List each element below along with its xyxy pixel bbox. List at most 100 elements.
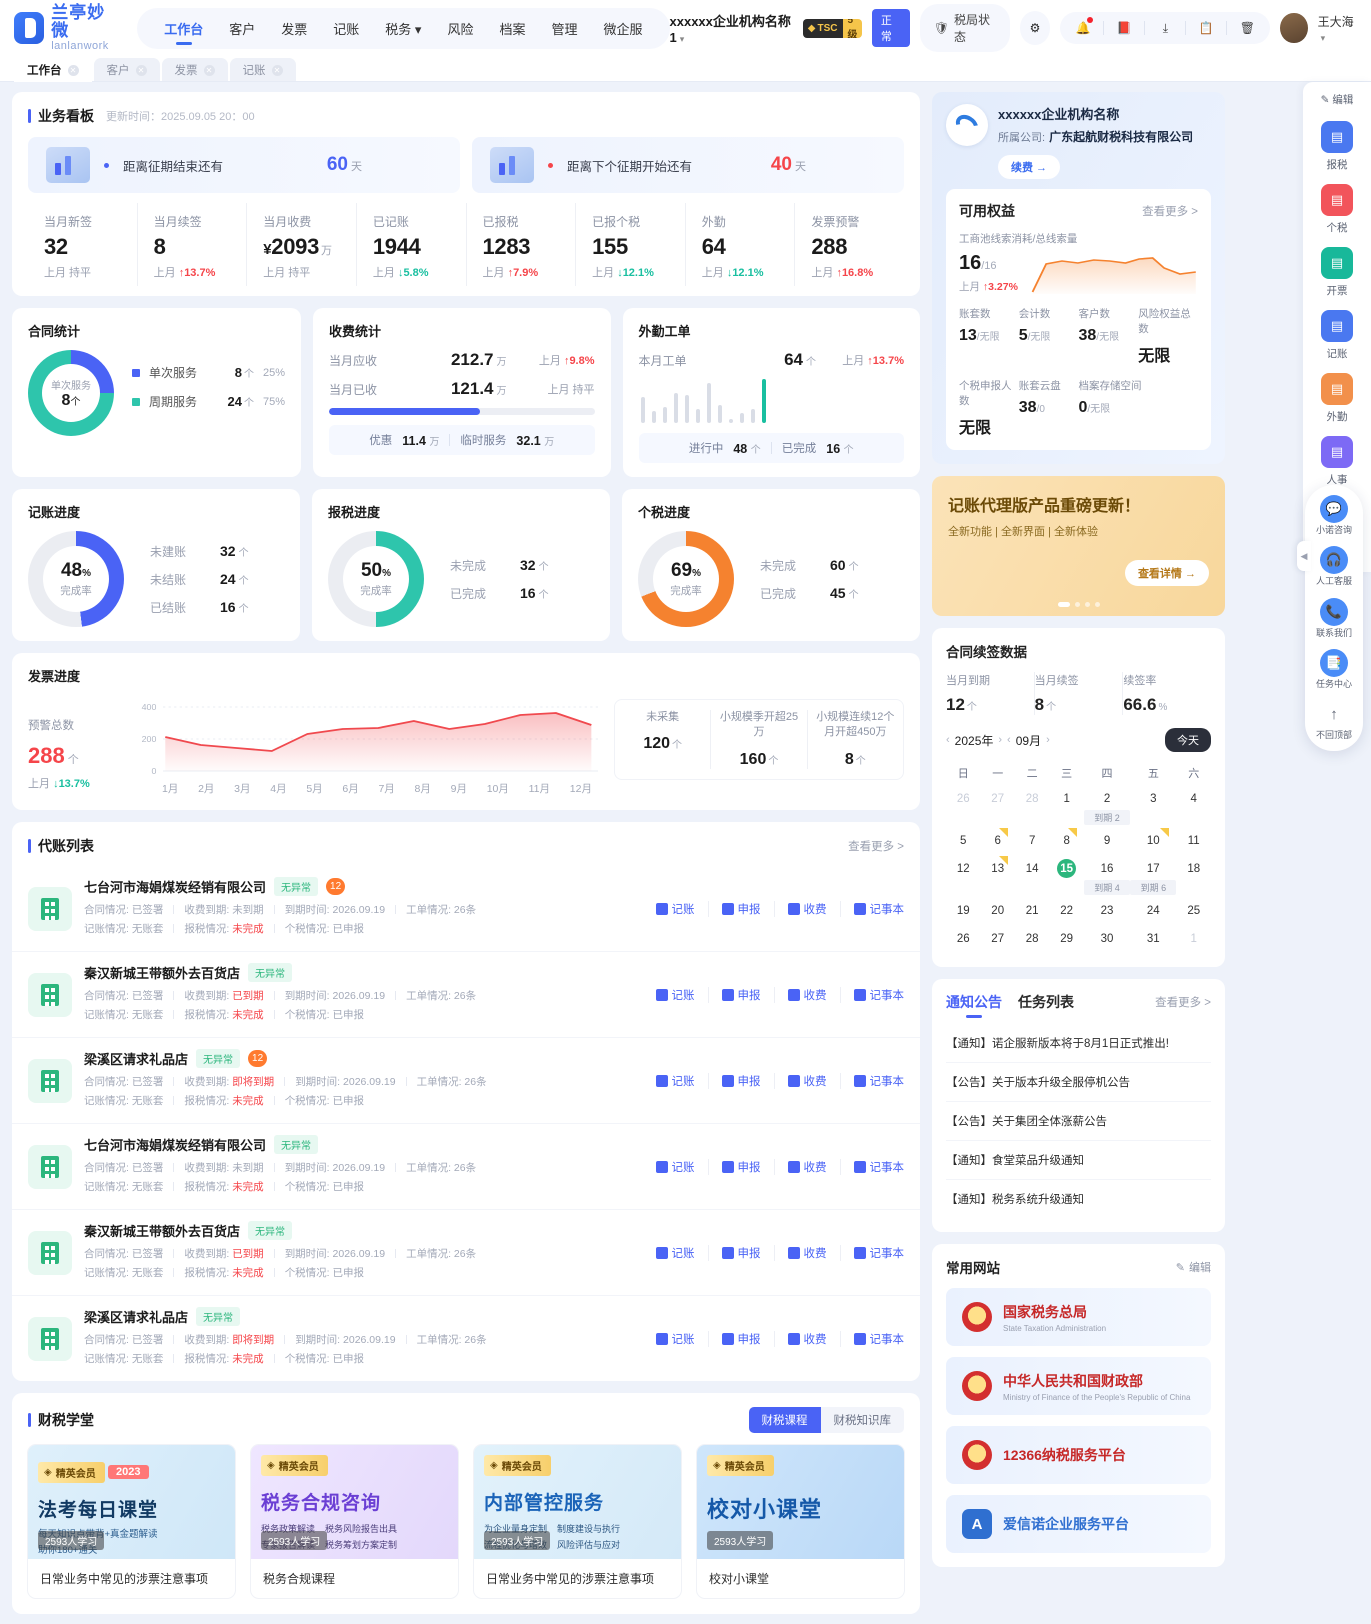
seg-knowledge[interactable]: 财税知识库 (820, 1407, 904, 1433)
notice-item[interactable]: 【通知】税务系统升级通知 (946, 1179, 1211, 1218)
book-button[interactable]: 📕 (1116, 21, 1132, 35)
tab-customers[interactable]: 客户 ✕ (93, 58, 160, 82)
calendar-day[interactable]: 26 (956, 792, 970, 805)
rail-edit-link[interactable]: ✎ 编辑 (1320, 93, 1354, 107)
sites-edit-link[interactable]: ✎ 编辑 (1175, 1261, 1211, 1275)
action-申报[interactable]: 申报 (709, 900, 775, 917)
calendar-day[interactable]: 13 (980, 855, 1014, 897)
notice-item[interactable]: 【公告】关于集团全体涨薪公告 (946, 1101, 1211, 1140)
float-item-contact[interactable]: 📞 联系我们 (1316, 597, 1352, 639)
notices-more-link[interactable]: 查看更多 > (1155, 997, 1211, 1009)
table-row[interactable]: 七台河市海娟煤炭经销有限公司 无异常 12 合同情况: 已签署 收费到期: 未到… (12, 866, 920, 951)
site-item-taxation[interactable]: 国家税务总局 State Taxation Administration (946, 1288, 1211, 1346)
client-list-more-link[interactable]: 查看更多 > (848, 841, 904, 853)
action-申报[interactable]: 申报 (709, 986, 775, 1003)
calendar-day[interactable]: 21 (1025, 904, 1039, 917)
nav-item-tax[interactable]: 税务 ▾ (385, 21, 422, 37)
kpi-new-signed[interactable]: 当月新签 32 上月 持平 (28, 203, 138, 286)
action-收费[interactable]: 收费 (775, 900, 841, 917)
kpi-fees[interactable]: 当月收费 ¥2093 万 上月 持平 (247, 203, 357, 286)
action-收费[interactable]: 收费 (775, 1158, 841, 1175)
action-记账[interactable]: 记账 (643, 1244, 709, 1261)
seg-courses[interactable]: 财税课程 (748, 1407, 821, 1433)
table-row[interactable]: 梁溪区请求礼品店 无异常 合同情况: 已签署 收费到期: 即将到期 到期时间: … (12, 1295, 920, 1381)
promo-banner[interactable]: 记账代理版产品重磅更新！ 全新功能 | 全新界面 | 全新体验 查看详情 → (932, 476, 1225, 616)
nav-item-invoices[interactable]: 发票 (281, 21, 308, 37)
table-row[interactable]: 秦汉新城王带额外去百货店 无异常 合同情况: 已签署 收费到期: 已到期 到期时… (12, 1209, 920, 1295)
course-card[interactable]: ◈ 精英会员 内部管控服务 为企业量身定制 制度建设与执行 流程优化与增效 风险… (474, 1445, 681, 1598)
rail-item-记账[interactable]: ▤ 记账 (1321, 310, 1353, 361)
prev-month-icon[interactable]: ‹ (1007, 734, 1011, 746)
calendar-day[interactable]: 19 (956, 904, 970, 917)
calendar-day[interactable]: 5 (960, 834, 967, 847)
tab-notices[interactable]: 通知公告 (946, 994, 1002, 1010)
table-row[interactable]: 秦汉新城王带额外去百货店 无异常 合同情况: 已签署 收费到期: 已到期 到期时… (12, 951, 920, 1037)
clipboard-button[interactable]: 📋 (1198, 21, 1214, 35)
calendar-day[interactable]: 14 (1025, 862, 1039, 875)
action-申报[interactable]: 申报 (709, 1330, 775, 1347)
calendar-day[interactable]: 23 (1100, 904, 1114, 917)
action-记账[interactable]: 记账 (643, 1072, 709, 1089)
calendar-day[interactable]: 2 到期 2 (1083, 785, 1131, 827)
calendar-day[interactable]: 28 (1025, 932, 1039, 945)
table-row[interactable]: 七台河市海娟煤炭经销有限公司 无异常 合同情况: 已签署 收费到期: 未到期 到… (12, 1123, 920, 1209)
close-icon[interactable]: ✕ (203, 64, 215, 76)
calendar-day[interactable]: 20 (991, 904, 1005, 917)
action-记事本[interactable]: 记事本 (841, 1073, 904, 1089)
float-item-consult[interactable]: 💬 小诺咨询 (1316, 495, 1352, 536)
collapse-arrow-icon[interactable]: ◀ (1297, 541, 1311, 571)
kpi-fieldwork[interactable]: 外勤 64 上月 ↓12.1% (686, 203, 796, 286)
avatar[interactable] (1280, 13, 1308, 43)
user-menu[interactable]: 王大海▾ (1317, 14, 1354, 43)
calendar-day[interactable]: 27 (991, 792, 1005, 805)
calendar-day[interactable]: 1 (1190, 932, 1197, 945)
site-item-finance[interactable]: 中华人民共和国财政部 Ministry of Finance of the Peo… (946, 1357, 1211, 1415)
today-button[interactable]: 今天 (1165, 728, 1211, 752)
kpi-invoice-alerts[interactable]: 发票预警 288 上月 ↑16.8% (795, 203, 904, 286)
tax-bureau-status-button[interactable]: 🛡 税局状态 (919, 4, 1010, 52)
calendar-day[interactable]: 29 (1060, 932, 1074, 945)
close-icon[interactable]: ✕ (135, 64, 147, 76)
table-row[interactable]: 梁溪区请求礼品店 无异常 12 合同情况: 已签署 收费到期: 即将到期 到期时… (12, 1037, 920, 1123)
calendar-day[interactable]: 12 (956, 862, 970, 875)
kpi-renewed[interactable]: 当月续签 8 上月 ↑13.7% (138, 203, 248, 286)
next-month-icon[interactable]: › (1046, 734, 1050, 746)
close-icon[interactable]: ✕ (271, 64, 283, 76)
notice-item[interactable]: 【通知】诺企服新版本将于8月1日正式推出! (946, 1038, 1169, 1050)
tab-tasks[interactable]: 任务列表 (1018, 994, 1074, 1010)
calendar-day[interactable]: 26 (956, 932, 970, 945)
course-card[interactable]: ◈ 精英会员 2023 法考每日课堂 每天知识点带背+真金题解读 助你180+通… (28, 1445, 235, 1598)
settings-button[interactable]: ⚙ (1019, 11, 1051, 45)
tab-workbench[interactable]: 工作台 ✕ (14, 58, 92, 82)
close-icon[interactable]: ✕ (67, 64, 79, 76)
prev-year-icon[interactable]: ‹ (946, 734, 950, 746)
rail-item-个税[interactable]: ▤ 个税 (1321, 184, 1353, 235)
calendar-day[interactable]: 30 (1100, 932, 1114, 945)
download-button[interactable]: ⤓ (1162, 20, 1169, 35)
kpi-personal-tax-filed[interactable]: 已报个税 155 上月 ↓12.1% (576, 203, 686, 286)
action-记账[interactable]: 记账 (643, 986, 709, 1003)
kpi-bookkept[interactable]: 已记账 1944 上月 ↓5.8% (357, 203, 467, 286)
calendar-day[interactable]: 7 (1028, 834, 1036, 847)
nav-item-bookkeeping[interactable]: 记账 (333, 21, 360, 37)
course-card[interactable]: ◈ 精英会员 税务合规咨询 税务政策解读 税务风险报告出具 专家报告解读 税务筹… (251, 1445, 458, 1598)
site-item-12366[interactable]: 12366纳税服务平台 (946, 1426, 1211, 1484)
action-记事本[interactable]: 记事本 (841, 901, 904, 917)
calendar-day[interactable]: 22 (1060, 904, 1074, 917)
tab-invoices[interactable]: 发票 ✕ (161, 58, 228, 82)
next-year-icon[interactable]: › (998, 734, 1003, 746)
renew-button[interactable]: 续费 → (998, 155, 1061, 179)
nav-item-customers[interactable]: 客户 (229, 21, 256, 37)
calendar-day[interactable]: 17 到期 6 (1130, 855, 1177, 897)
calendar-day[interactable]: 9 (1103, 834, 1111, 847)
calendar-day[interactable]: 6 (980, 827, 1014, 855)
calendar-day[interactable]: 11 (1187, 834, 1200, 847)
calendar-day[interactable]: 10 (1130, 827, 1176, 855)
rail-item-开票[interactable]: ▤ 开票 (1321, 247, 1353, 298)
rights-more-link[interactable]: 查看更多 > (1142, 206, 1198, 218)
action-申报[interactable]: 申报 (709, 1072, 775, 1089)
action-记事本[interactable]: 记事本 (841, 1331, 904, 1347)
action-收费[interactable]: 收费 (775, 1330, 841, 1347)
kpi-tax-filed[interactable]: 已报税 1283 上月 ↑7.9% (467, 203, 577, 286)
calendar-day[interactable]: 18 (1187, 862, 1201, 875)
